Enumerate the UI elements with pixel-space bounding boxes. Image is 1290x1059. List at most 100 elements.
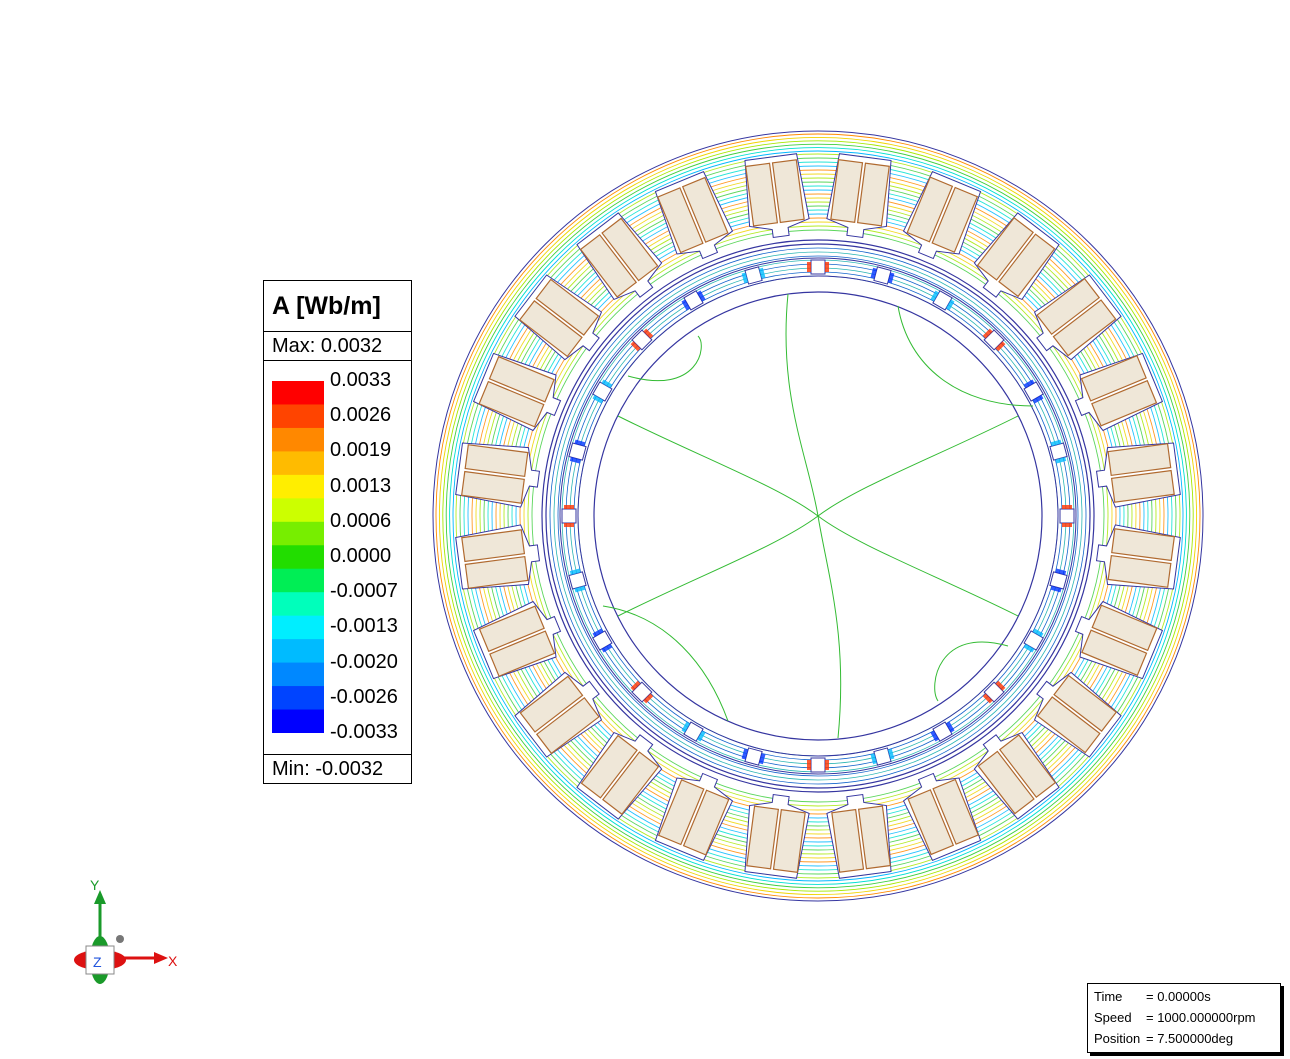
legend-min: Min: -0.0032 (264, 754, 411, 783)
coil-bundle (579, 233, 638, 298)
stator-slot (1095, 442, 1181, 508)
flux-contour (487, 185, 1149, 847)
info-position-row: Position = 7.500000deg (1094, 1031, 1233, 1046)
rotor-magnet-slot (1049, 568, 1068, 593)
rotor-magnet-slot (741, 747, 766, 766)
axis-triad[interactable]: Y X Z (60, 872, 200, 992)
coil-bundle (906, 176, 954, 243)
magnet-pocket (561, 508, 577, 524)
coil-bundle (518, 300, 583, 358)
coil-bundle (535, 696, 600, 755)
z-axis-label: Z (93, 954, 102, 970)
coil-bundle (656, 187, 704, 254)
flux-contour (483, 181, 1153, 851)
magnet-pocket (810, 757, 826, 773)
stator-slot (576, 731, 663, 820)
magnet-hot-spot (592, 395, 604, 404)
magnet-hot-spot (643, 328, 654, 339)
magnet-hot-spot (807, 760, 811, 770)
coil-bundle (745, 162, 779, 227)
shaft-flux-line (897, 305, 1034, 407)
rotor-magnet-slot (630, 328, 654, 352)
magnet-hot-spot (982, 328, 993, 339)
flux-contour (459, 157, 1177, 875)
stator-slot (472, 600, 562, 680)
coil-bundle (1053, 674, 1118, 732)
legend-band (272, 709, 324, 733)
info-speed-value: = 1000.000000rpm (1146, 1010, 1256, 1025)
magnet-hot-spot (759, 267, 766, 279)
stator-slot (514, 671, 603, 758)
magnet-hot-spot (930, 290, 939, 302)
magnet-hot-spot (601, 644, 613, 653)
coil-bundle (771, 159, 805, 224)
coil-bundle (1107, 443, 1172, 477)
legend-tick-label: -0.0026 (330, 685, 398, 708)
coil-bundle (1081, 629, 1148, 677)
stator-slot (744, 793, 810, 879)
magnet-hot-spot (1062, 505, 1072, 509)
magnet-hot-spot (946, 299, 955, 311)
magnet-hot-spot (1023, 644, 1035, 653)
magnet-hot-spot (1050, 439, 1062, 447)
flux-contour (519, 217, 1117, 815)
magnet-hot-spot (946, 721, 955, 733)
stator-slot (654, 772, 734, 862)
rotor-flux-contour (557, 255, 1079, 777)
legend-band (272, 381, 324, 406)
flux-contour (511, 209, 1125, 823)
magnet-hot-spot (1062, 523, 1072, 527)
legend-tick-label: 0.0006 (330, 509, 392, 532)
stator-slot (1074, 352, 1164, 432)
legend-tick-label: 0.0000 (330, 545, 392, 567)
shaft-flux-line (785, 293, 819, 517)
magnet-hot-spot (1055, 457, 1067, 464)
rotor-magnet-slot (592, 628, 613, 653)
magnet-hot-spot (592, 628, 604, 637)
magnet-hot-spot (982, 693, 993, 704)
legend-title: A [Wb/m] (264, 281, 411, 332)
stator-slot (514, 274, 603, 361)
flux-contour (491, 189, 1145, 843)
magnet-hot-spot (569, 568, 581, 575)
shaft-flux-line (602, 605, 729, 722)
rotor-magnet-slot (930, 290, 955, 311)
magnet-pocket (810, 259, 826, 275)
info-speed-label: Speed (1094, 1010, 1132, 1025)
coil-bundle (461, 529, 526, 563)
legend-band (272, 686, 324, 711)
magnet-hot-spot (1032, 628, 1044, 637)
coil-bundle (1110, 469, 1175, 503)
motor-cross-section (432, 130, 1204, 902)
coil-bundle (856, 162, 890, 227)
magnet-hot-spot (741, 748, 749, 760)
z-axis-box (85, 945, 115, 975)
coil-bundle (772, 809, 806, 874)
coil-bundle (977, 750, 1035, 815)
stator-slot (826, 153, 892, 239)
rotor-magnet-slot (681, 721, 706, 742)
legend-max: Max: 0.0032 (264, 332, 411, 361)
magnet-hot-spot (825, 760, 829, 770)
rotor-magnet-slot (561, 505, 577, 527)
flux-contour (438, 136, 1198, 896)
coil-bundle (1111, 528, 1176, 562)
coil-bundle (1091, 604, 1158, 652)
coil-bundle (602, 751, 660, 816)
rotor-magnet-slot (681, 290, 706, 311)
flux-contour (467, 165, 1169, 867)
shaft-flux-line (627, 335, 702, 382)
magnet-pocket (1059, 508, 1075, 524)
coil-bundle (601, 217, 659, 282)
rotor-magnet-slot (568, 439, 587, 464)
legend-tick-label: -0.0007 (330, 580, 398, 603)
magnet-hot-spot (569, 457, 581, 464)
flux-contour (442, 140, 1194, 892)
info-time-value: = 0.00000s (1146, 989, 1211, 1004)
stator-slot (576, 212, 663, 301)
x-axis-label: X (168, 953, 178, 969)
flux-contour (515, 213, 1121, 819)
origin-ball (116, 935, 124, 943)
coil-bundle (478, 605, 545, 653)
